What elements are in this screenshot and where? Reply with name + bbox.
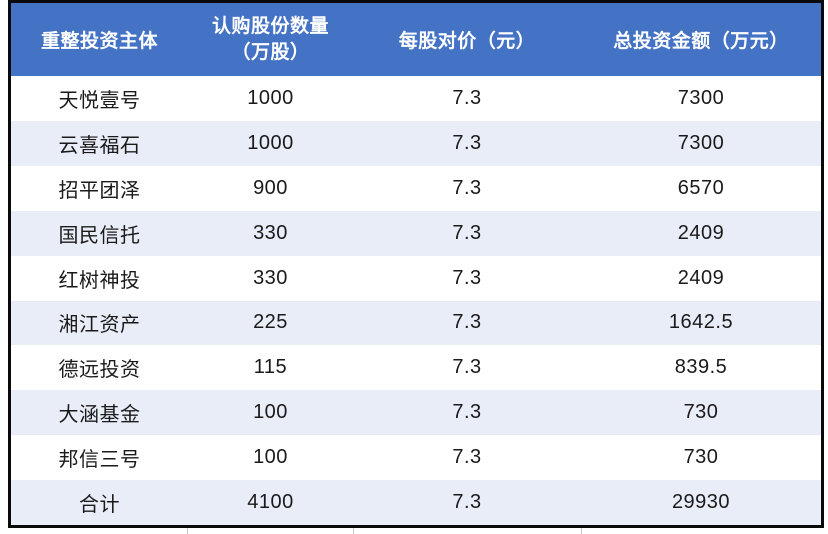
table-row: 红树神投 330 7.3 2409 — [11, 255, 821, 301]
table-row: 天悦壹号 1000 7.3 7300 — [11, 76, 821, 121]
table-row-total: 合计 4100 7.3 29930 — [11, 480, 821, 526]
header-label-shares-line2: （万股） — [231, 41, 310, 63]
cell-entity: 大涵基金 — [58, 404, 141, 427]
gridline-stub — [581, 528, 582, 534]
table-row: 大涵基金 100 7.3 730 — [11, 390, 821, 436]
cell-price: 7.3 — [452, 311, 482, 334]
header-label-entity: 重整投资主体 — [40, 31, 158, 52]
investment-table: 重整投资主体 认购股份数量 （万股） 每股对价（元） 总投资金额（万元） 天悦壹… — [8, 0, 824, 528]
cell-total: 2409 — [677, 221, 725, 244]
cell-shares: 900 — [253, 176, 288, 199]
table-header-row: 重整投资主体 认购股份数量 （万股） 每股对价（元） 总投资金额（万元） — [11, 3, 821, 76]
cell-entity: 湘江资产 — [58, 314, 141, 337]
header-label-total: 总投资金额（万元） — [613, 31, 789, 52]
cell-shares: 100 — [253, 446, 288, 469]
table-row: 招平团泽 900 7.3 6570 — [11, 165, 821, 211]
table-row: 德远投资 115 7.3 839.5 — [11, 345, 821, 391]
cell-shares: 330 — [253, 266, 288, 289]
header-label-price: 每股对价（元） — [398, 31, 536, 52]
header-cell-price: 每股对价（元） — [353, 3, 581, 76]
gridline-stub — [353, 528, 354, 534]
cell-price: 7.3 — [452, 131, 482, 154]
cell-shares: 115 — [253, 356, 288, 379]
cell-entity: 天悦壹号 — [58, 89, 141, 112]
cell-price: 7.3 — [452, 356, 482, 379]
cell-total: 7300 — [677, 131, 725, 154]
header-label-shares-line1: 认购股份数量 — [211, 15, 329, 37]
cell-price: 7.3 — [452, 86, 482, 109]
cell-total: 6570 — [677, 176, 725, 199]
cell-price: 7.3 — [452, 446, 482, 469]
cell-shares: 4100 — [247, 491, 294, 514]
cell-shares: 1000 — [247, 131, 294, 154]
cell-entity: 云喜福石 — [58, 134, 141, 157]
header-cell-shares: 认购股份数量 （万股） — [188, 3, 353, 76]
cell-price: 7.3 — [452, 266, 482, 289]
cell-total: 1642.5 — [668, 311, 734, 334]
cell-shares: 100 — [253, 401, 288, 424]
cell-entity: 红树神投 — [58, 269, 141, 292]
cell-total: 730 — [683, 446, 719, 469]
cell-entity: 国民信托 — [58, 224, 141, 247]
table-row: 湘江资产 225 7.3 1642.5 — [11, 300, 821, 346]
cell-price: 7.3 — [452, 401, 482, 424]
cell-total: 7300 — [677, 86, 725, 109]
gridline-stub — [187, 528, 188, 534]
table-row: 国民信托 330 7.3 2409 — [11, 210, 821, 256]
cell-price: 7.3 — [452, 176, 482, 199]
cell-total: 839.5 — [674, 356, 728, 379]
cell-total: 2409 — [677, 266, 725, 289]
header-cell-entity: 重整投资主体 — [11, 3, 188, 76]
cell-shares: 330 — [253, 221, 288, 244]
table-row: 云喜福石 1000 7.3 7300 — [11, 120, 821, 166]
cell-shares: 225 — [253, 311, 288, 334]
header-cell-total: 总投资金额（万元） — [581, 3, 821, 76]
cell-total: 29930 — [671, 491, 731, 514]
cell-entity: 邦信三号 — [58, 449, 141, 472]
table-row: 邦信三号 100 7.3 730 — [11, 435, 821, 481]
cell-price: 7.3 — [452, 221, 482, 244]
cell-entity: 招平团泽 — [58, 179, 141, 202]
cell-price: 7.3 — [452, 491, 482, 514]
cell-shares: 1000 — [247, 86, 294, 109]
cell-entity: 合计 — [79, 494, 120, 517]
cell-entity: 德远投资 — [58, 359, 141, 382]
cell-total: 730 — [683, 401, 719, 424]
